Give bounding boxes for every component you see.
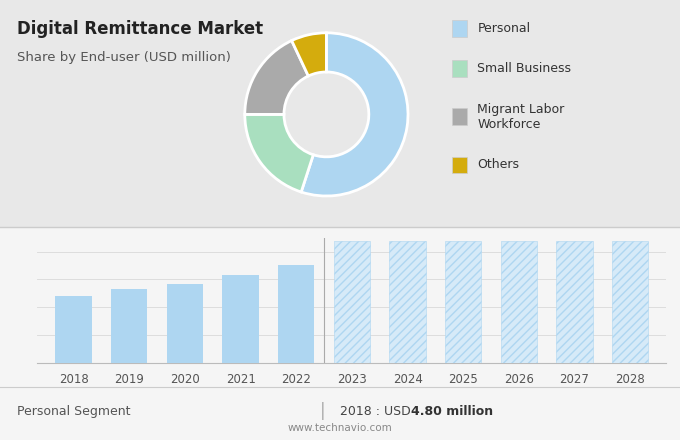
Text: Personal: Personal [477, 22, 530, 35]
Bar [111, 289, 148, 363]
Bar [612, 242, 648, 363]
Bar [56, 296, 92, 363]
Wedge shape [245, 114, 313, 192]
Wedge shape [301, 33, 408, 196]
Bar [556, 242, 593, 363]
Text: Digital Remittance Market: Digital Remittance Market [17, 20, 263, 38]
Text: 2018 : USD: 2018 : USD [340, 405, 415, 418]
Text: |: | [320, 403, 326, 420]
Text: Small Business: Small Business [477, 62, 571, 75]
Text: www.technavio.com: www.technavio.com [288, 423, 392, 433]
Text: Personal Segment: Personal Segment [17, 405, 131, 418]
Bar [167, 283, 203, 363]
Bar [390, 242, 426, 363]
Bar [278, 265, 314, 363]
Bar [445, 242, 481, 363]
Bar [334, 242, 370, 363]
Bar [500, 242, 537, 363]
Text: Share by End-user (USD million): Share by End-user (USD million) [17, 51, 231, 64]
Bar [222, 275, 258, 363]
Text: 4.80 million: 4.80 million [411, 405, 494, 418]
Wedge shape [292, 33, 326, 76]
Text: Migrant Labor
Workforce: Migrant Labor Workforce [477, 103, 564, 131]
Wedge shape [245, 40, 308, 114]
Text: Others: Others [477, 158, 520, 172]
